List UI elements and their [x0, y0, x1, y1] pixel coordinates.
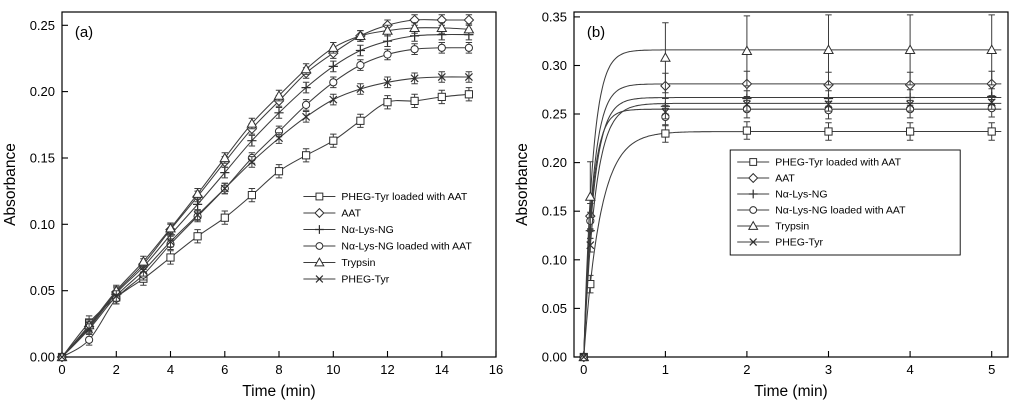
- x-tick-label: 8: [275, 362, 282, 377]
- y-axis-label: Absorbance: [514, 143, 531, 226]
- series-line: [61, 93, 469, 358]
- series-square: [57, 87, 473, 362]
- series-line: [583, 83, 1002, 358]
- y-tick-label: 0.20: [30, 84, 55, 99]
- series-diamond: [56, 14, 475, 363]
- series-triangle: [578, 14, 1002, 362]
- panel-label: (a): [75, 24, 93, 41]
- x-tick-label: 4: [906, 362, 913, 377]
- legend-label: PHEG-Tyr: [775, 237, 823, 249]
- series-triangle: [56, 22, 475, 362]
- x-tick-label: 4: [167, 362, 174, 377]
- panel-b-chart: 0 1 2 3 4 5 0.00 0.05 0.10 0.15 0.20 0.25 0.30 0.35 Ti…: [514, 9, 1009, 400]
- legend-label: PHEG-Tyr loaded with AAT: [775, 157, 901, 169]
- y-tick-label: 0.00: [542, 350, 567, 365]
- legend: PHEG-Tyr loaded with AAT AAT Nα-Lys-NG Nα-L…: [729, 149, 961, 256]
- y-tick-label: 0.15: [30, 151, 55, 166]
- panel-a-chart: 0 2 4 6 8 10 12 14 16 0.00 0.05 0.10 0.15 0.20 0.25 Tim…: [2, 11, 503, 400]
- legend: PHEG-Tyr loaded with AAT AAT Nα-Lys-NG Nα-L…: [303, 191, 472, 286]
- panel-label: (b): [587, 24, 605, 41]
- x-tick-label: 2: [113, 362, 120, 377]
- series-line: [583, 49, 1002, 358]
- y-tick-label: 0.25: [30, 18, 55, 33]
- y-axis-label: Absorbance: [2, 143, 19, 226]
- legend-label: Nα-Lys-NG: [341, 224, 393, 236]
- legend-label: AAT: [775, 173, 795, 185]
- y-tick-label: 0.00: [30, 350, 55, 365]
- series-line: [583, 102, 1002, 358]
- y-tick-label: 0.20: [542, 155, 567, 170]
- x-axis-label: Time (min): [242, 383, 315, 400]
- x-tick-label: 12: [380, 362, 394, 377]
- x-tick-label: 3: [825, 362, 832, 377]
- legend-label: PHEG-Tyr loaded with AAT: [341, 191, 467, 203]
- y-tick-label: 0.35: [542, 9, 567, 24]
- y-tick-label: 0.10: [542, 252, 567, 267]
- x-tick-label: 16: [489, 362, 503, 377]
- legend-label: Nα-Lys-NG: [775, 189, 827, 201]
- y-tick-label: 0.15: [542, 204, 567, 219]
- axes: 0 2 4 6 8 10 12 14 16 0.00 0.05 0.10 0.15 0.20 0.25 Tim…: [2, 11, 503, 400]
- series-line: [61, 33, 469, 358]
- x-tick-label: 5: [988, 362, 995, 377]
- x-tick-label: 0: [58, 362, 65, 377]
- series-line: [61, 27, 469, 358]
- series-line: [583, 96, 1002, 358]
- y-tick-label: 0.10: [30, 217, 55, 232]
- x-tick-label: 2: [743, 362, 750, 377]
- series-line: [61, 76, 469, 358]
- x-tick-label: 6: [221, 362, 228, 377]
- x-tick-label: 10: [326, 362, 340, 377]
- legend-label: Trypsin: [341, 257, 375, 269]
- legend-label: PHEG-Tyr: [341, 274, 389, 286]
- axes: 0 1 2 3 4 5 0.00 0.05 0.10 0.15 0.20 0.25 0.30 0.35 Ti…: [514, 9, 1009, 400]
- x-axis-label: Time (min): [754, 383, 827, 400]
- legend-label: Trypsin: [775, 221, 809, 233]
- series-line: [583, 108, 1002, 358]
- y-tick-label: 0.05: [30, 283, 55, 298]
- legend-label: Nα-Lys-NG loaded with AAT: [341, 241, 472, 253]
- legend-label: AAT: [341, 208, 361, 220]
- x-tick-label: 1: [662, 362, 669, 377]
- series-line: [61, 47, 469, 358]
- legend-border: [729, 149, 961, 256]
- panel-a: 0 2 4 6 8 10 12 14 16 0.00 0.05 0.10 0.15 0.20 0.25 Tim…: [2, 11, 503, 400]
- x-tick-label: 0: [580, 362, 587, 377]
- x-tick-label: 14: [435, 362, 449, 377]
- legend-label: Nα-Lys-NG loaded with AAT: [775, 205, 906, 217]
- series-x: [579, 95, 1002, 362]
- y-tick-label: 0.25: [542, 107, 567, 122]
- y-tick-label: 0.05: [542, 301, 567, 316]
- series-x: [57, 71, 473, 362]
- y-tick-label: 0.30: [542, 58, 567, 73]
- series-line: [61, 19, 469, 358]
- series-line: [583, 130, 1002, 358]
- panel-b: 0 1 2 3 4 5 0.00 0.05 0.10 0.15 0.20 0.25 0.30 0.35 Ti…: [512, 0, 1024, 407]
